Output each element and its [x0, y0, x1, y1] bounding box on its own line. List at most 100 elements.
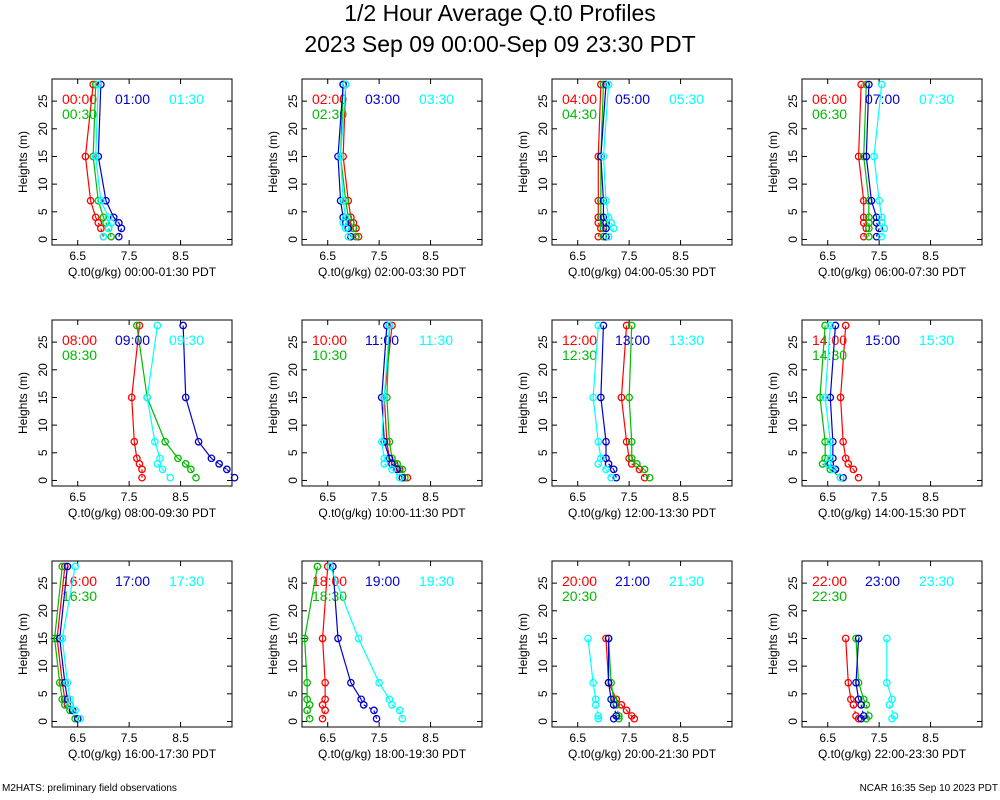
y-tick-label: 20 — [536, 122, 550, 136]
profile-segment — [587, 638, 594, 683]
data-point — [584, 634, 592, 643]
series-cyan — [821, 321, 845, 482]
series-cyan — [584, 634, 603, 723]
y-tick-label: 0 — [536, 236, 550, 243]
y-tick-label: 10 — [36, 177, 50, 191]
data-point — [318, 634, 327, 643]
data-point — [66, 701, 74, 709]
plot-frame — [551, 560, 733, 728]
profile-segment — [95, 156, 102, 201]
data-point — [609, 224, 618, 233]
profile-segment — [363, 704, 375, 711]
series-cyan — [143, 321, 175, 482]
profile-segment — [107, 228, 112, 237]
profile-segment — [597, 84, 602, 157]
data-point — [71, 706, 79, 715]
profile-segment — [156, 463, 164, 470]
data-point — [599, 196, 608, 205]
x-tick-label: 6.5 — [819, 249, 836, 263]
data-point — [336, 152, 345, 161]
data-point — [865, 213, 873, 222]
profile-segment — [218, 463, 228, 470]
y-tick-label: 5 — [536, 690, 550, 697]
series-red — [836, 321, 863, 482]
data-point — [138, 473, 146, 482]
data-point — [329, 562, 337, 571]
legend-entry: 02:00 — [312, 91, 347, 107]
legend-entry: 11:00 — [365, 332, 399, 348]
legend-entry: 18:00 — [312, 573, 347, 589]
profile-segment — [857, 84, 862, 157]
profile-segment — [602, 217, 607, 224]
x-axis-label: Q.t0(g/kg) 10:00-11:30 PDT — [318, 506, 466, 520]
profile-segment — [358, 638, 380, 683]
data-point — [862, 701, 871, 709]
y-tick-label: 10 — [536, 418, 550, 432]
profile-panel-4: 6.5 7.5 8.5 0 5 10 15 20 25 Q.t0(g/kg) 06:00-07:3… — [766, 78, 983, 279]
profile-segment — [829, 458, 834, 465]
plot-frame — [801, 319, 983, 487]
data-point — [403, 473, 412, 482]
x-tick-label: 7.5 — [371, 731, 388, 745]
data-point — [318, 714, 327, 723]
data-point — [334, 152, 342, 161]
data-point — [313, 562, 322, 571]
data-point — [859, 213, 868, 222]
legend-entry: 01:30 — [169, 91, 204, 107]
profile-segment — [383, 325, 391, 398]
profile-segment — [95, 217, 99, 224]
data-point — [599, 80, 608, 89]
y-axis-label: Heights (m) — [16, 131, 30, 193]
x-tick-label: 7.5 — [871, 490, 888, 504]
series-blue — [862, 80, 883, 241]
data-point — [594, 460, 603, 468]
profile-segment — [56, 638, 63, 683]
series-green — [859, 80, 873, 241]
data-point — [594, 712, 603, 720]
y-tick-label: 20 — [536, 604, 550, 618]
x-axis-label: Q.t0(g/kg) 12:00-13:30 PDT — [568, 506, 717, 520]
y-tick-label: 5 — [786, 449, 800, 456]
x-tick-label: 7.5 — [621, 731, 638, 745]
data-point — [81, 152, 90, 161]
data-point — [844, 678, 853, 687]
y-tick-label: 10 — [786, 177, 800, 191]
data-point — [821, 437, 829, 446]
data-point — [849, 465, 858, 474]
data-point — [859, 152, 868, 161]
profile-segment — [822, 463, 831, 470]
data-point — [383, 321, 391, 330]
y-tick-label: 0 — [36, 718, 50, 725]
profile-segment — [597, 222, 602, 229]
profile-segment — [59, 566, 69, 639]
data-point — [174, 454, 182, 463]
profile-panel-5: 6.5 7.5 8.5 0 5 10 15 20 25 Q.t0(g/kg) 08:00-09:3… — [16, 319, 239, 520]
data-point — [385, 437, 394, 446]
y-tick-label: 0 — [286, 477, 300, 484]
data-point — [138, 465, 146, 474]
profile-segment — [597, 463, 607, 470]
legend-entry: 00:30 — [62, 106, 97, 122]
profile-segment — [69, 704, 76, 711]
profile-segment — [388, 699, 393, 706]
profile-segment — [592, 397, 599, 442]
legend-entry: 22:00 — [812, 573, 847, 589]
y-tick-label: 0 — [36, 236, 50, 243]
legend-entry: 18:30 — [312, 588, 347, 604]
legend-entry: 17:30 — [169, 573, 204, 589]
data-point — [339, 196, 347, 205]
data-point — [888, 714, 896, 723]
y-tick-label: 5 — [286, 208, 300, 215]
profile-segment — [345, 228, 349, 237]
data-point — [821, 393, 829, 402]
legend-entry: 05:30 — [669, 91, 704, 107]
data-point — [326, 562, 335, 571]
series-cyan — [589, 321, 615, 482]
data-point — [158, 465, 167, 474]
data-point — [89, 152, 97, 161]
data-point — [223, 465, 231, 474]
legend-entry: 14:30 — [812, 347, 847, 363]
legend-entry: 20:00 — [562, 573, 597, 589]
profile-segment — [321, 710, 326, 719]
profile-segment — [605, 469, 612, 479]
